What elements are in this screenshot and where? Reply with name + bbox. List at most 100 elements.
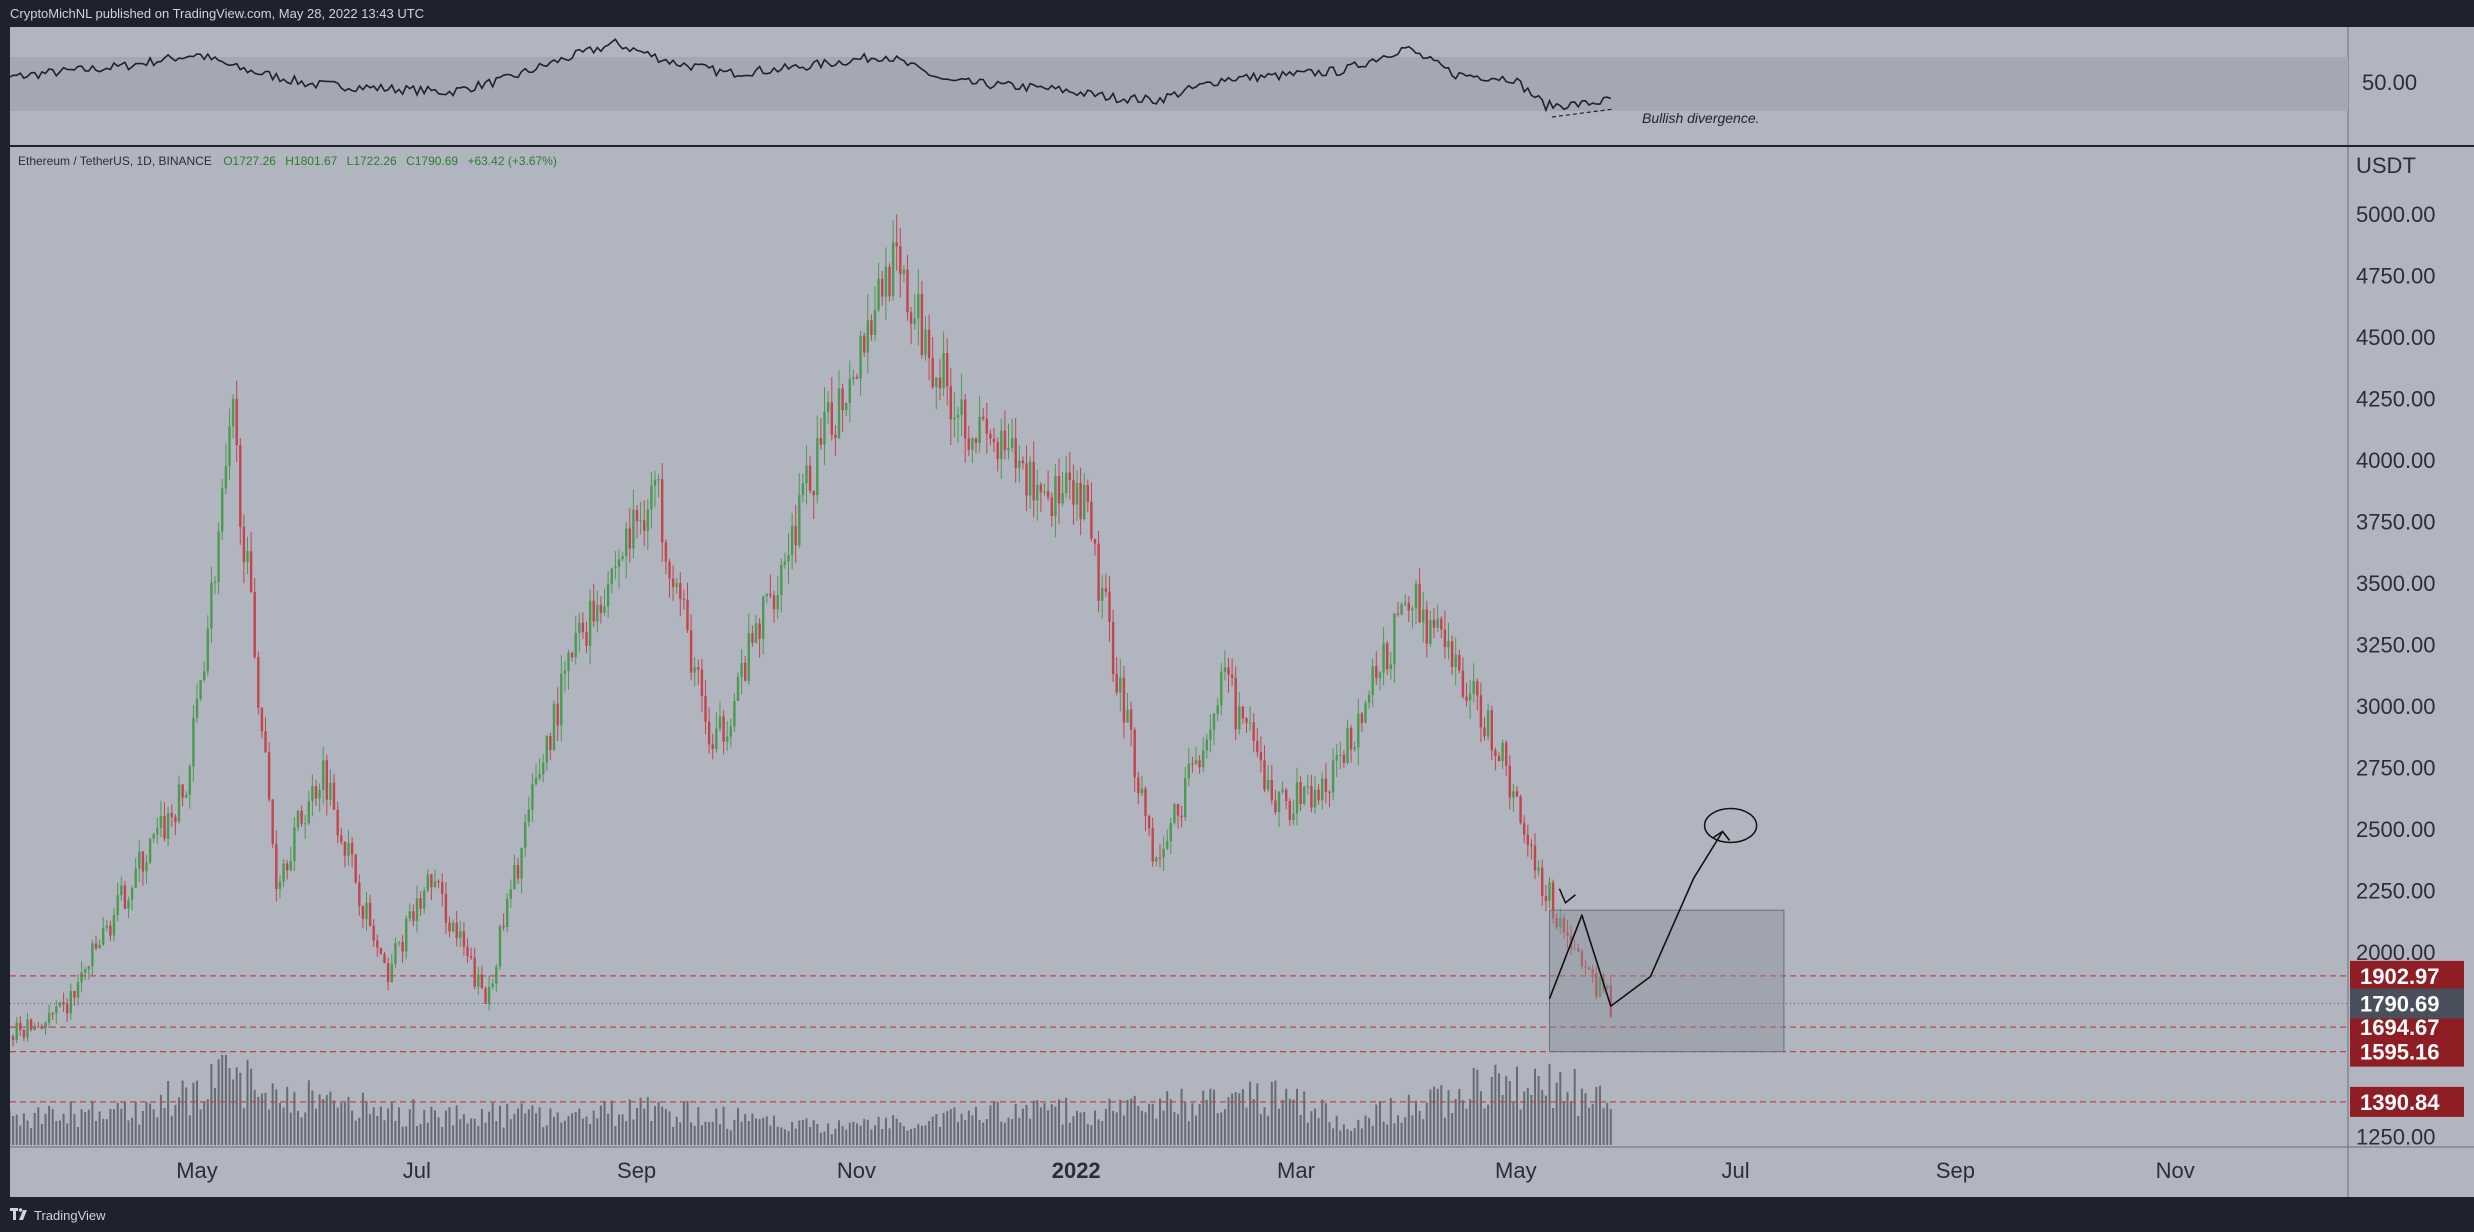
volume-bar (1425, 1102, 1428, 1145)
volume-bar (1223, 1109, 1226, 1145)
candle-body (1147, 816, 1151, 829)
candle-body (1191, 763, 1194, 765)
candle-body (1054, 476, 1057, 517)
volume-bar (996, 1101, 999, 1145)
candle-body (747, 633, 750, 681)
volume-bar (437, 1117, 440, 1145)
volume-bar (697, 1107, 700, 1145)
volume-bar (978, 1120, 981, 1145)
candle-body (556, 703, 559, 726)
volume-bar (268, 1109, 271, 1145)
volume-bar (1317, 1118, 1320, 1145)
volume-bar (423, 1109, 426, 1145)
candle-body (1573, 948, 1576, 950)
candle-body (159, 816, 163, 828)
volume-bar (1591, 1104, 1594, 1145)
candle-body (91, 943, 94, 967)
time-tick-label: Nov (837, 1158, 876, 1183)
candle-body (852, 376, 855, 379)
volume-bar (408, 1109, 411, 1145)
candle-body (560, 673, 563, 726)
volume-bar (1501, 1095, 1504, 1145)
candle-body (166, 813, 170, 839)
candle-body (1065, 472, 1068, 493)
volume-bar (307, 1080, 310, 1145)
candle-body (495, 966, 498, 984)
volume-bar (1072, 1116, 1075, 1145)
candle-body (1194, 760, 1198, 765)
volume-bar (1184, 1101, 1187, 1145)
volume-bar (895, 1118, 898, 1145)
candle-body (1198, 760, 1201, 768)
volume-bar (1440, 1085, 1443, 1145)
volume-bar (719, 1124, 721, 1145)
candle-body (1331, 760, 1335, 793)
volume-bar (1559, 1072, 1562, 1145)
volume-bar (942, 1112, 945, 1145)
candle-body (982, 416, 985, 419)
candle-body (581, 622, 585, 633)
candle-body (1144, 788, 1147, 817)
volume-bar (98, 1111, 101, 1145)
chart-canvas[interactable]: Bullish divergence. 50.00 Ethereum / Tet… (0, 27, 2474, 1197)
volume-bar (1202, 1090, 1205, 1145)
candle-body (296, 810, 300, 828)
volume-bar (935, 1114, 938, 1145)
candle-body (1256, 740, 1259, 752)
volume-bar (874, 1125, 876, 1145)
volume-bar (145, 1102, 148, 1145)
candle-body (102, 927, 105, 945)
volume-bar (1209, 1088, 1212, 1145)
volume-bar (387, 1108, 390, 1145)
candle-body (848, 378, 851, 403)
candle-body (1036, 484, 1039, 501)
volume-bar (1216, 1113, 1219, 1145)
volume-bar (877, 1116, 880, 1145)
volume-bar (8, 1110, 11, 1145)
volume-bar (1508, 1081, 1511, 1145)
volume-bar (1241, 1089, 1244, 1145)
tradingview-logo-icon (10, 1207, 28, 1223)
volume-bar (405, 1126, 408, 1145)
volume-bar (1162, 1110, 1165, 1145)
volume-bar (1285, 1088, 1288, 1145)
brand-label: TradingView (34, 1207, 106, 1223)
candle-body (574, 632, 577, 658)
candle-body (1014, 438, 1017, 468)
candle-body (1010, 438, 1014, 448)
price-tick-label: 3500.00 (2356, 571, 2436, 596)
time-axis-ticks[interactable]: May Jul Sep Nov 2022 Mar May Jul Sep Nov (176, 1158, 2195, 1183)
candle-body (754, 623, 758, 643)
candle-body (1411, 608, 1414, 611)
candle-body (1595, 973, 1598, 997)
volume-bar (116, 1102, 119, 1145)
candle-body (1151, 828, 1154, 862)
volume-bar (260, 1093, 263, 1145)
volume-bar (751, 1113, 754, 1145)
volume-bar (513, 1114, 516, 1145)
volume-bar (1599, 1085, 1601, 1145)
candle-body (964, 399, 967, 439)
candle-body (80, 972, 83, 983)
volume-bar (66, 1123, 69, 1145)
volume-bar (1519, 1109, 1522, 1145)
volume-bar (102, 1118, 105, 1145)
volume-bar (1068, 1122, 1071, 1145)
tradingview-brand[interactable]: TradingView (10, 1207, 106, 1223)
candle-body (1007, 447, 1010, 451)
candle-body (340, 835, 343, 842)
candle-body (891, 242, 895, 297)
volume-bar (55, 1121, 58, 1145)
volume-bar (1267, 1115, 1270, 1145)
candle-body (599, 604, 603, 613)
candle-body (69, 991, 72, 1014)
volume-bar (401, 1126, 404, 1145)
publisher-header: CryptoMichNL published on TradingView.co… (0, 0, 2474, 27)
candle-body (177, 784, 181, 822)
candle-body (733, 700, 736, 727)
volume-bar (845, 1129, 848, 1145)
volume-bar (1119, 1099, 1122, 1145)
candle-body (66, 1004, 69, 1014)
volume-bar (571, 1113, 574, 1145)
candle-body (1559, 917, 1562, 928)
